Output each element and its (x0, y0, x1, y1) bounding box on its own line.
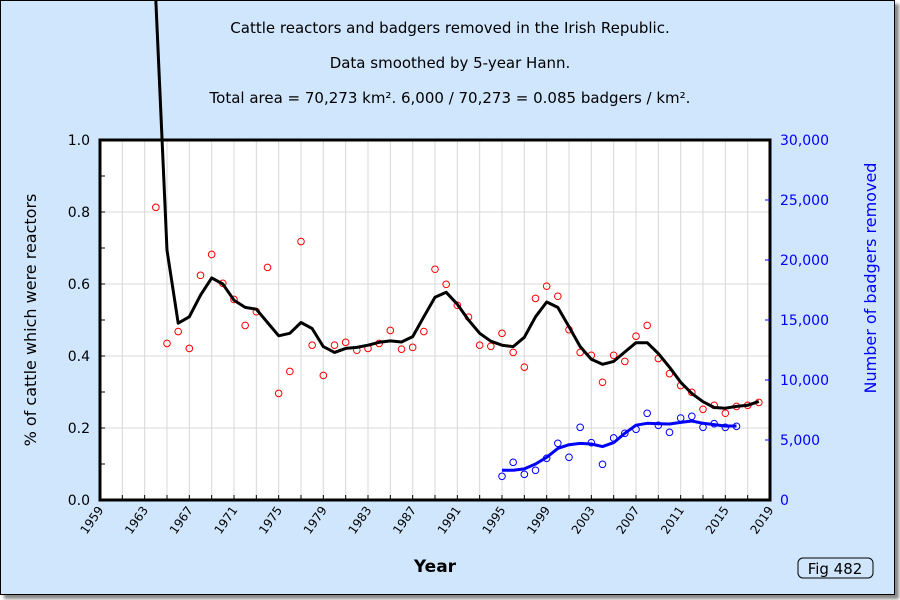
reactor-data-point (598, 378, 607, 387)
badger-data-point (621, 429, 629, 438)
x-tick-label: 1999 (524, 504, 553, 537)
badger-data-point (598, 460, 607, 469)
reactor-data-point (386, 326, 395, 335)
x-tick-label: 2019 (747, 504, 776, 537)
y2-tick-label: 0 (780, 493, 789, 509)
y2-tick-label: 25,000 (780, 193, 829, 209)
reactor-data-point (498, 329, 506, 338)
badger-data-point (498, 472, 506, 481)
figure-number-text: Fig 482 (808, 560, 863, 578)
x-tick-label: 2011 (658, 504, 687, 537)
reactor-data-point (609, 351, 618, 360)
reactor-data-point (274, 389, 283, 398)
y2-tick-label: 5,000 (780, 433, 820, 449)
reactor-data-point (308, 341, 316, 350)
x-tick-label: 1995 (479, 504, 508, 537)
reactor-data-point (152, 203, 160, 212)
data-marks (152, 0, 763, 481)
x-tick-label: 1983 (345, 504, 374, 537)
y-tick-label: 0.8 (68, 205, 90, 221)
x-tick-label: 1967 (167, 504, 196, 537)
badger-data-point (665, 428, 674, 437)
badger-data-point (554, 439, 562, 448)
reactor-data-point (509, 348, 517, 357)
x-axis-label: Year (413, 557, 457, 577)
reactor-data-point (263, 263, 272, 272)
x-tick-label: 2003 (569, 504, 598, 537)
reactor-data-point (341, 338, 350, 347)
y-tick-label: 0.2 (68, 421, 90, 437)
reactor-data-point (408, 343, 417, 352)
reactor-data-point (174, 327, 182, 336)
reactor-data-point (297, 237, 305, 246)
reactor-data-point (431, 265, 439, 274)
reactor-data-point (420, 327, 428, 336)
grid (100, 140, 770, 500)
y2-tick-label: 20,000 (780, 253, 829, 269)
reactor-data-point (554, 292, 562, 301)
reactor-data-point (721, 409, 730, 418)
reactor-data-point (453, 301, 462, 310)
chart-title-line-3: Total area = 70,273 km². 6,000 / 70,273 … (209, 89, 691, 107)
y-axis-label: % of cattle which were reactors (21, 194, 40, 447)
reactor-data-point (487, 342, 495, 351)
x-tick-label: 2015 (703, 504, 732, 537)
y-tick-label: 0.6 (68, 277, 90, 293)
reactor-data-point (207, 250, 216, 259)
y2-axis-label: Number of badgers removed (861, 163, 880, 394)
reactor-data-point (542, 282, 551, 290)
x-tick-label: 1975 (256, 504, 285, 537)
x-tick-label: 1971 (211, 504, 240, 537)
reactor-data-point (397, 345, 406, 353)
reactor-data-point (163, 339, 171, 348)
badger-data-point (643, 409, 651, 418)
reactor-data-point (632, 332, 640, 341)
reactor-data-point (475, 341, 484, 350)
reactor-data-point (520, 363, 529, 371)
chart-title-line-1: Cattle reactors and badgers removed in t… (230, 19, 669, 37)
badger-data-point (509, 458, 517, 467)
badger-data-point (576, 423, 584, 432)
reactor-data-point (241, 321, 249, 330)
reactor-data-point (330, 341, 339, 350)
reactor-data-point (319, 371, 328, 380)
reactor-data-point (699, 405, 707, 414)
badger-data-point (531, 466, 540, 475)
x-tick-label: 1991 (435, 504, 464, 537)
reactor-data-point (688, 388, 696, 397)
y2-tick-label: 15,000 (780, 313, 829, 329)
reactor-data-point (185, 344, 194, 353)
reactor-data-point (286, 367, 294, 376)
badger-data-point (565, 453, 573, 462)
y2-tick-label: 30,000 (780, 133, 829, 149)
reactor-data-point (621, 357, 629, 366)
reactor-data-point (442, 280, 450, 289)
badger-data-point (520, 470, 529, 479)
y-tick-label: 1.0 (68, 133, 90, 149)
x-tick-label: 1987 (390, 504, 419, 537)
chart-title-line-2: Data smoothed by 5-year Hann. (330, 54, 571, 72)
reactor-data-point (531, 294, 540, 303)
y-tick-label: 0.0 (68, 493, 90, 509)
reactor-data-point (643, 321, 651, 330)
x-tick-label: 1979 (301, 504, 330, 537)
reactor-data-point (230, 295, 238, 304)
x-tick-label: 2007 (613, 504, 642, 537)
badger-data-point (654, 421, 663, 430)
badgers-smoothed-line (502, 419, 737, 472)
reactors-smoothed-line (154, 0, 760, 410)
x-tick-label: 1963 (122, 504, 151, 537)
y-tick-label: 0.4 (68, 349, 90, 365)
reactor-data-point (196, 271, 205, 280)
y2-tick-label: 10,000 (780, 373, 829, 389)
figure-number-badge (797, 557, 874, 579)
